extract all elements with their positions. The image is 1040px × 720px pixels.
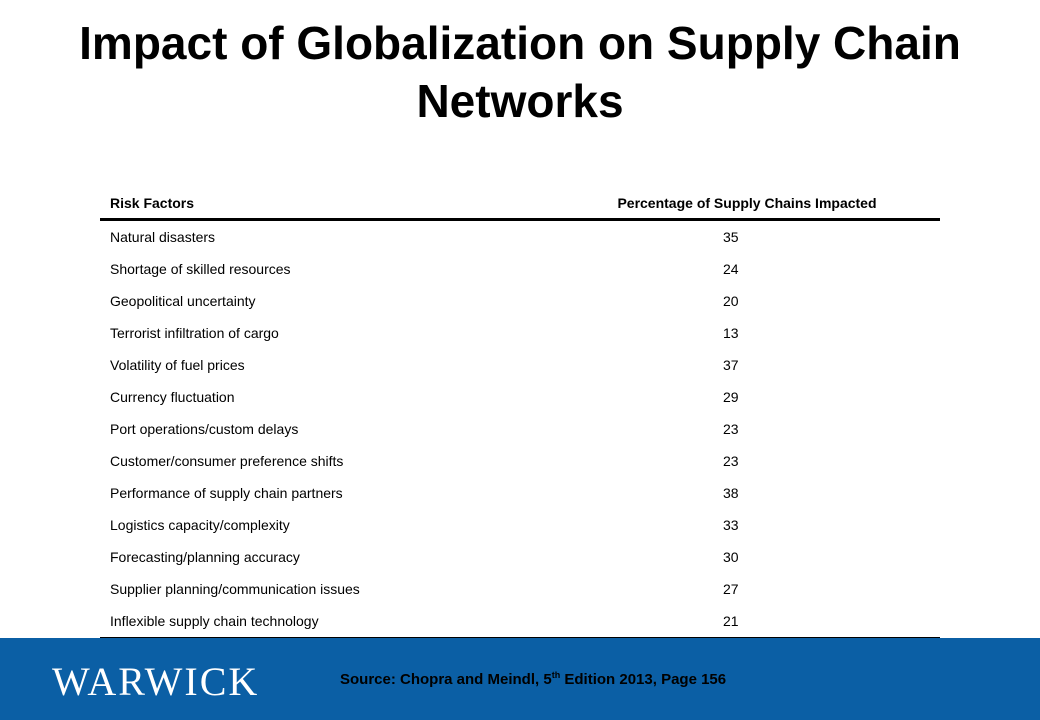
risk-factor: Geopolitical uncertainty — [110, 293, 256, 309]
risk-value: 37 — [722, 357, 739, 373]
risk-table: Risk Factors Percentage of Supply Chains… — [100, 188, 940, 640]
source-superscript: th — [551, 670, 561, 680]
table-row: Natural disasters 35 — [100, 220, 940, 254]
risk-factor: Inflexible supply chain technology — [100, 605, 444, 640]
risk-factor: Logistics capacity/complexity — [110, 517, 290, 533]
header-percentage: Percentage of Supply Chains Impacted — [443, 188, 940, 221]
table-row: Forecasting/planning accuracy 30 — [100, 541, 940, 573]
table-row: Port operations/custom delays 23 — [100, 413, 940, 445]
table-row: Shortage of skilled resources 24 — [100, 253, 940, 285]
risk-factor: Natural disasters — [110, 229, 216, 245]
risk-value: 21 — [443, 605, 940, 640]
risk-value: 30 — [722, 549, 739, 565]
risk-value: 20 — [722, 293, 739, 309]
table-row: Geopolitical uncertainty 20 — [100, 285, 940, 317]
risk-factor: Customer/consumer preference shifts — [110, 453, 344, 469]
source-citation: Source: Chopra and Meindl, 5th Edition 2… — [340, 670, 726, 688]
page-title: Impact of Globalization on Supply Chain … — [79, 17, 961, 127]
risk-value: 33 — [722, 517, 739, 533]
risk-value: 13 — [722, 325, 739, 341]
table-row: Performance of supply chain partners 38 — [100, 477, 940, 509]
risk-value: 38 — [722, 485, 739, 501]
risk-value: 24 — [722, 261, 739, 277]
risk-value: 23 — [722, 453, 739, 469]
risk-factor: Port operations/custom delays — [110, 421, 299, 437]
table-row: Supplier planning/communication issues 27 — [100, 573, 940, 605]
table-header-row: Risk Factors Percentage of Supply Chains… — [100, 188, 940, 221]
risk-value: 29 — [722, 389, 739, 405]
header-risk-factors: Risk Factors — [100, 188, 444, 221]
table-row: Customer/consumer preference shifts 23 — [100, 445, 940, 477]
table-row: Logistics capacity/complexity 33 — [100, 509, 940, 541]
risk-factor: Currency fluctuation — [110, 389, 235, 405]
warwick-logo: WARWICK — [52, 659, 260, 704]
risk-factor: Supplier planning/communication issues — [110, 581, 360, 597]
table-row: Inflexible supply chain technology 21 — [100, 605, 940, 640]
risk-factor: Performance of supply chain partners — [110, 485, 343, 501]
source-text-end: Edition 2013, Page 156 — [560, 671, 727, 688]
risk-table-container: Risk Factors Percentage of Supply Chains… — [100, 188, 940, 640]
risk-value: 35 — [722, 229, 739, 245]
table-row: Currency fluctuation 29 — [100, 381, 940, 413]
risk-factor: Shortage of skilled resources — [110, 261, 291, 277]
risk-value: 23 — [722, 421, 739, 437]
risk-factor: Volatility of fuel prices — [110, 357, 245, 373]
table-row: Terrorist infiltration of cargo 13 — [100, 317, 940, 349]
risk-factor: Forecasting/planning accuracy — [110, 549, 300, 565]
risk-value: 27 — [722, 581, 739, 597]
footer-bar: WARWICK Source: Chopra and Meindl, 5th E… — [0, 638, 1040, 720]
risk-factor: Terrorist infiltration of cargo — [110, 325, 279, 341]
source-text: Source: Chopra and Meindl, 5 — [340, 671, 552, 688]
table-row: Volatility of fuel prices 37 — [100, 349, 940, 381]
